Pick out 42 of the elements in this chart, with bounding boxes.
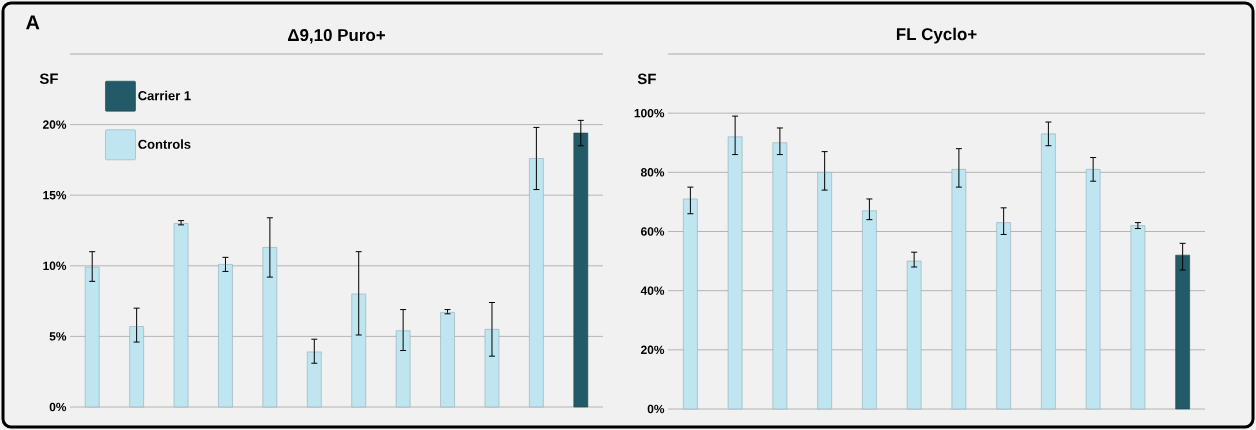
bar [683, 198, 698, 410]
y-tick-label: 0% [49, 402, 67, 412]
bar [84, 266, 100, 408]
chart-title: Δ9,10 Puro+ [288, 29, 385, 44]
bar [440, 312, 455, 408]
legend-label: Carrier 1 [138, 90, 191, 101]
y-axis-title: SF [637, 73, 656, 85]
text: A [26, 15, 40, 30]
bar [529, 158, 544, 408]
bar [862, 210, 877, 410]
bar [727, 136, 743, 410]
y-tick-label: 40% [640, 286, 665, 295]
legend-label: Controls [138, 139, 191, 149]
bar [1175, 254, 1190, 410]
y-tick-label: 0% [647, 404, 665, 414]
y-tick-label: 60% [641, 227, 665, 236]
bar [307, 351, 322, 408]
bar [262, 247, 278, 408]
y-tick-label: 20% [640, 345, 665, 355]
bar [1085, 169, 1101, 410]
bar [1130, 225, 1146, 410]
y-tick-label: 10% [43, 261, 67, 271]
bar [996, 222, 1011, 410]
bar [395, 330, 411, 408]
bar [484, 329, 500, 408]
y-tick-label: 100% [634, 108, 665, 118]
bar [573, 132, 589, 408]
bar [1041, 133, 1056, 410]
y-tick-label: 20% [42, 120, 67, 129]
chart-title: FL Cyclo+ [896, 27, 977, 44]
bar [351, 293, 367, 408]
bar [906, 260, 922, 410]
bar [951, 169, 967, 410]
bar [817, 172, 832, 410]
bar [129, 326, 144, 408]
bar [173, 223, 189, 408]
y-tick-label: 80% [640, 168, 665, 177]
y-tick-label: 15% [43, 190, 67, 200]
bar [218, 264, 233, 408]
y-tick-label: 5% [49, 332, 67, 341]
y-axis-title: SF [39, 73, 58, 84]
bar [772, 142, 788, 410]
